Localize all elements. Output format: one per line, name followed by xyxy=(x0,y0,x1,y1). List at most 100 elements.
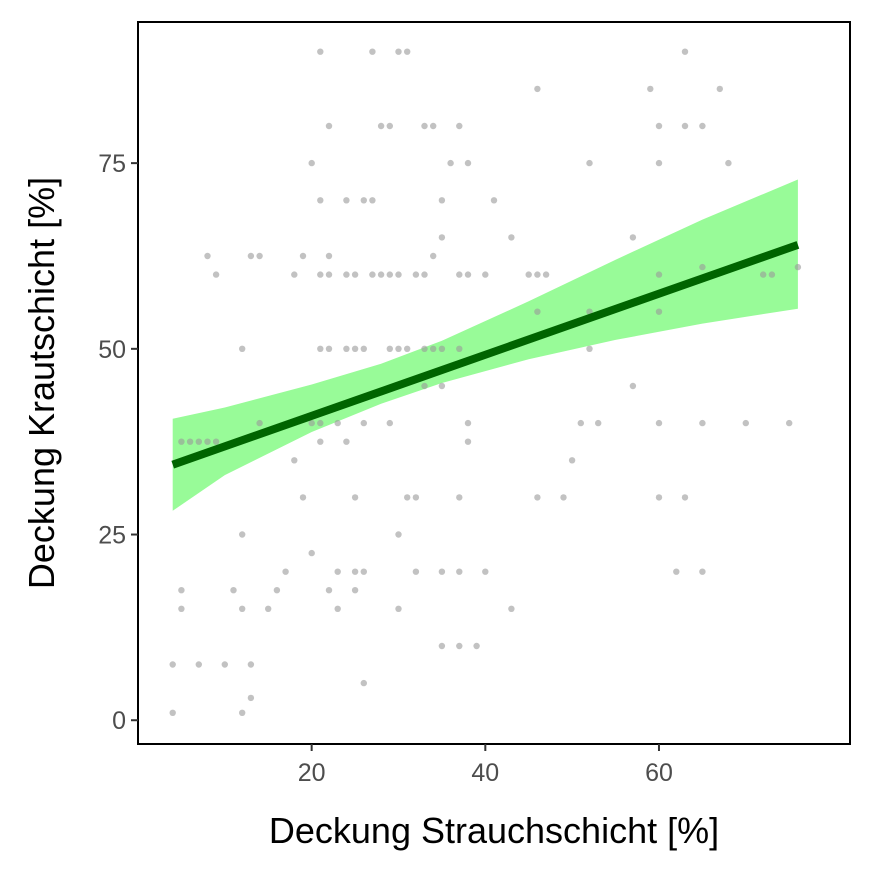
data-point xyxy=(369,271,376,278)
data-point xyxy=(212,271,220,278)
y-tick-label: 75 xyxy=(98,150,126,178)
data-point xyxy=(464,438,472,445)
data-point xyxy=(786,419,793,427)
data-point xyxy=(343,345,350,352)
x-axis-title: Deckung Strauchschicht [%] xyxy=(269,810,719,851)
data-point xyxy=(438,197,446,204)
data-point xyxy=(586,308,593,315)
data-point xyxy=(595,419,602,427)
data-point xyxy=(386,345,393,352)
data-point xyxy=(456,122,463,130)
data-point xyxy=(490,197,498,204)
data-point xyxy=(586,345,593,352)
data-point xyxy=(438,642,446,650)
data-point xyxy=(655,122,663,130)
data-point xyxy=(239,345,246,352)
data-point xyxy=(299,252,307,260)
data-point xyxy=(742,419,749,427)
data-point xyxy=(681,48,689,55)
data-point xyxy=(369,197,376,204)
data-point xyxy=(308,549,315,557)
data-point xyxy=(629,382,637,390)
data-point xyxy=(317,345,324,352)
data-point xyxy=(464,271,472,278)
data-point xyxy=(725,159,732,167)
data-point xyxy=(534,494,541,501)
data-point xyxy=(343,438,350,445)
data-point xyxy=(421,345,428,352)
y-tick-label: 50 xyxy=(98,336,126,364)
data-point xyxy=(456,568,463,575)
data-point xyxy=(256,252,263,260)
data-point xyxy=(456,271,463,278)
data-point xyxy=(299,494,307,501)
data-point xyxy=(186,438,194,445)
data-point xyxy=(178,605,185,612)
data-point xyxy=(586,159,593,167)
data-point xyxy=(430,252,437,260)
x-tick-label: 40 xyxy=(471,759,499,787)
data-point xyxy=(673,568,680,575)
data-point xyxy=(334,419,341,427)
data-point xyxy=(482,568,489,575)
data-point xyxy=(508,234,515,241)
data-point xyxy=(308,419,315,427)
data-point xyxy=(360,197,367,204)
x-tick-label: 60 xyxy=(645,759,673,787)
data-point xyxy=(395,345,402,352)
data-point xyxy=(291,271,298,278)
data-point xyxy=(629,234,637,241)
data-point xyxy=(195,438,202,445)
data-point xyxy=(239,531,246,538)
data-point xyxy=(325,271,333,278)
data-point xyxy=(482,271,489,278)
data-point xyxy=(221,661,228,668)
data-point xyxy=(334,568,341,575)
data-point xyxy=(542,271,550,278)
data-point xyxy=(412,494,420,501)
data-point xyxy=(699,122,706,130)
data-point xyxy=(404,345,411,352)
data-point xyxy=(386,419,393,427)
data-point xyxy=(178,438,185,445)
scatter-points-layer xyxy=(169,48,802,716)
data-point xyxy=(369,48,376,55)
data-point xyxy=(404,48,411,55)
y-axis-title: Deckung Krautschicht [%] xyxy=(21,177,62,589)
data-point xyxy=(655,494,663,501)
data-point xyxy=(681,494,689,501)
data-point xyxy=(239,709,246,716)
data-point xyxy=(438,568,446,575)
data-point xyxy=(699,263,706,271)
data-point xyxy=(655,419,663,427)
data-point xyxy=(343,271,350,278)
data-point xyxy=(386,122,393,130)
data-point xyxy=(395,605,402,612)
data-point xyxy=(655,308,663,315)
data-point xyxy=(456,345,463,352)
data-point xyxy=(430,345,437,352)
data-point xyxy=(421,271,428,278)
data-point xyxy=(560,494,567,501)
data-point xyxy=(464,419,472,427)
data-point xyxy=(317,48,324,55)
data-point xyxy=(456,642,463,650)
regression-line xyxy=(171,241,800,469)
data-point xyxy=(360,679,367,687)
data-point xyxy=(647,85,654,93)
data-point xyxy=(325,587,333,594)
data-point xyxy=(577,419,584,427)
confidence-band-layer xyxy=(172,179,798,511)
data-point xyxy=(256,419,263,427)
data-point xyxy=(525,271,532,278)
data-point xyxy=(395,271,402,278)
data-point xyxy=(265,605,272,612)
data-point xyxy=(655,159,663,167)
data-point xyxy=(760,271,767,278)
data-point xyxy=(204,252,211,260)
fit-line-layer xyxy=(171,241,800,469)
data-point xyxy=(456,494,463,501)
data-point xyxy=(438,345,446,352)
